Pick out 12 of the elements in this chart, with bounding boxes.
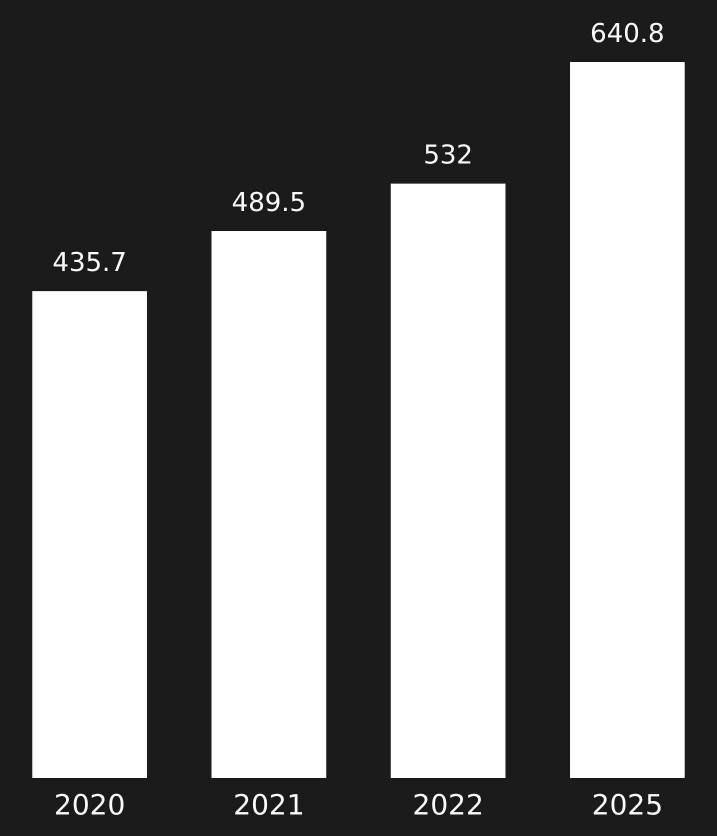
data-label: 532 xyxy=(423,140,473,171)
data-label: 435.7 xyxy=(52,248,127,278)
x-tick-label: 2025 xyxy=(592,788,664,822)
data-label: 640.8 xyxy=(590,19,665,49)
x-tick-label: 2020 xyxy=(54,788,126,822)
data-label: 489.5 xyxy=(232,188,306,218)
bar xyxy=(212,231,326,778)
bar xyxy=(390,184,506,778)
bar xyxy=(32,291,147,778)
x-tick-label: 2021 xyxy=(233,788,305,822)
bar xyxy=(570,62,685,778)
x-tick-label: 2022 xyxy=(412,788,484,822)
